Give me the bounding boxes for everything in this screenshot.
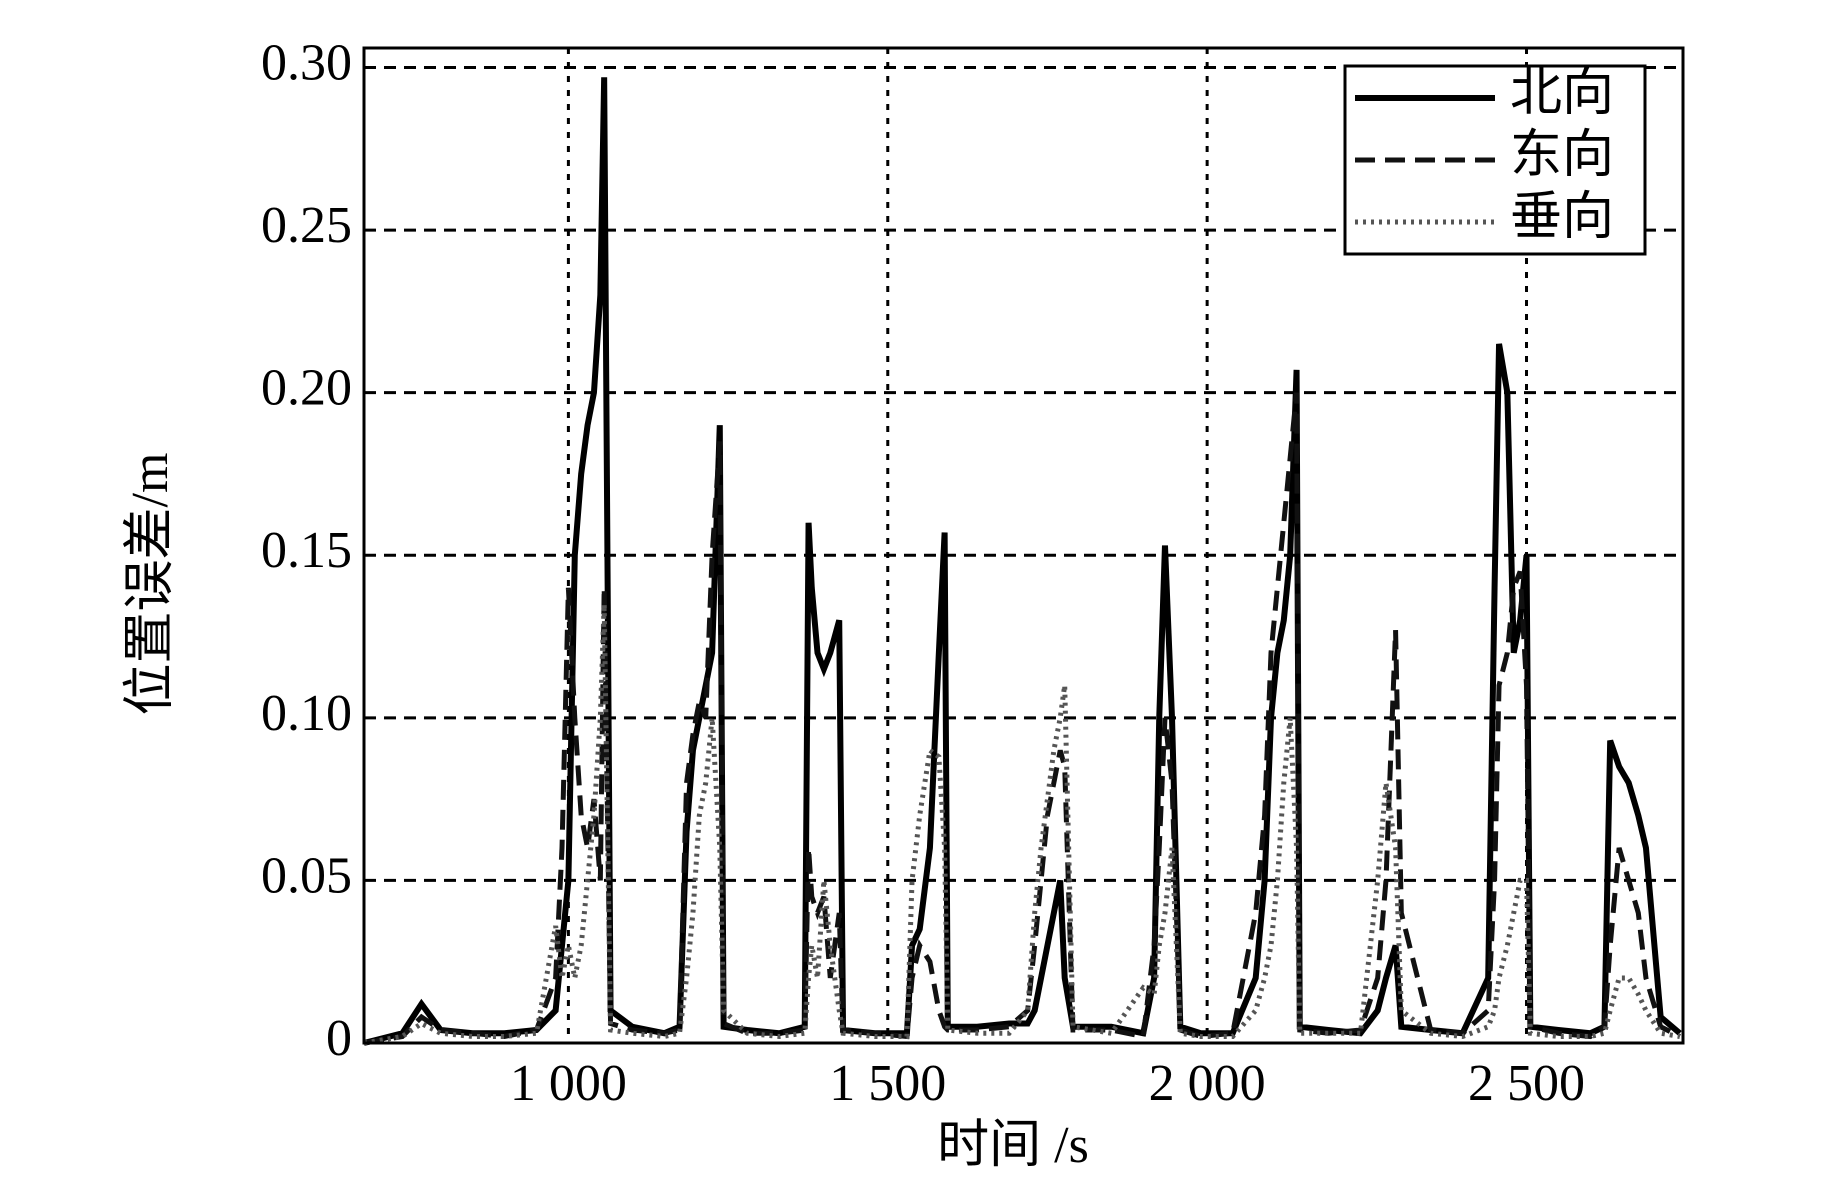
legend-label: 东向 (1510, 127, 1614, 184)
x-tick-label: 1 500 (829, 1055, 946, 1112)
x-tick-label: 2 000 (1149, 1055, 1266, 1112)
x-axis-label: 时间 /s (937, 1117, 1089, 1174)
y-tick-label: 0.20 (261, 360, 352, 417)
y-tick-label: 0 (326, 1010, 352, 1067)
plot-frame (362, 46, 1685, 1045)
y-axis-label: 位置误差/m (122, 453, 179, 716)
data-line (363, 77, 1682, 1046)
y-tick-label: 0.05 (261, 847, 352, 904)
y-tick-label: 0.15 (261, 522, 352, 579)
data-line (363, 392, 1681, 1046)
y-tick-label: 0.30 (261, 34, 352, 91)
y-tick-label: 0.25 (261, 197, 352, 254)
x-tick-label: 1 000 (510, 1055, 627, 1112)
y-tick-label: 0.10 (261, 685, 352, 742)
legend-label: 垂向 (1510, 189, 1614, 246)
legend-label: 北向 (1510, 65, 1614, 122)
data-line (363, 603, 1681, 1046)
x-tick-label: 2 500 (1468, 1055, 1585, 1112)
